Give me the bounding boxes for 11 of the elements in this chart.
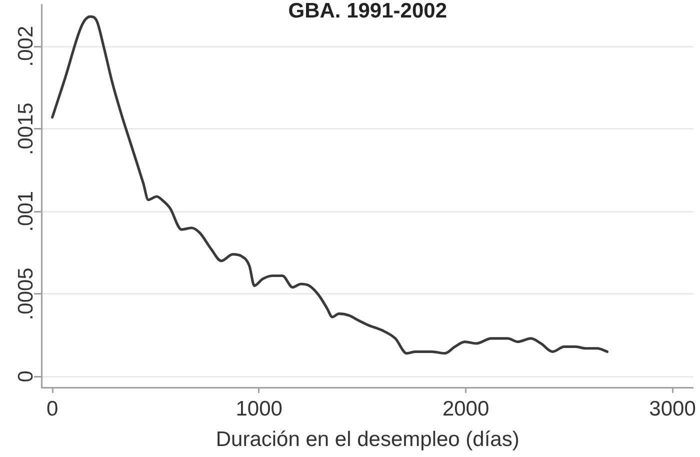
x-axis-title: Duración en el desempleo (días) — [216, 428, 520, 452]
y-tick-label: .002 — [14, 26, 38, 67]
x-tick-label: 1000 — [236, 397, 282, 420]
y-tick-label: .0015 — [14, 102, 38, 156]
y-tick-label: .001 — [14, 190, 38, 232]
x-tick-label: 3000 — [649, 397, 696, 420]
y-tick-label: .0005 — [14, 268, 38, 320]
chart-title: GBA. 1991-2002 — [288, 0, 447, 22]
x-tick-label: 2000 — [442, 397, 490, 420]
y-tick-label: 0 — [14, 370, 38, 382]
x-tick-label: 0 — [46, 397, 58, 420]
